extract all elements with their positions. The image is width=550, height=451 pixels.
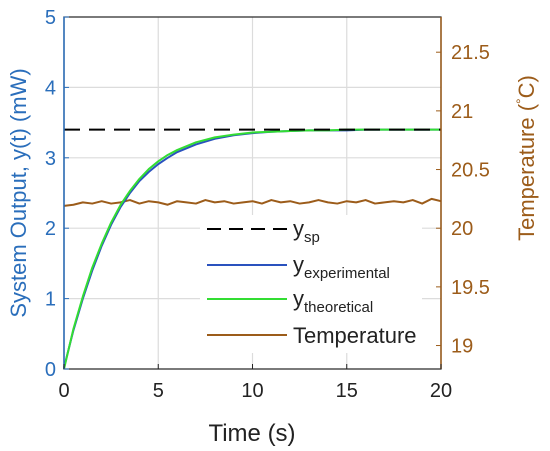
- left-tick-label: 1: [45, 289, 56, 311]
- right-axis-label-unit: C): [514, 75, 539, 98]
- legend-label-experimental: yexperimental: [293, 252, 390, 282]
- left-tick-label: 4: [45, 77, 56, 99]
- x-tick-label: 10: [241, 380, 263, 402]
- right-tick-label: 19.5: [451, 277, 490, 299]
- right-tick-label: 21.5: [451, 42, 490, 64]
- left-tick-label: 2: [45, 218, 56, 240]
- legend: ysp yexperimental ytheoretical Temperatu…: [200, 215, 422, 353]
- right-axis-label-text: Temperature (: [514, 103, 539, 241]
- left-axis-label: System Output, y(t) (mW): [6, 68, 31, 317]
- right-tick-label: 20: [451, 218, 473, 240]
- grid: [64, 17, 441, 369]
- right-tick-label: 19: [451, 336, 473, 358]
- right-tick-label: 21: [451, 101, 473, 123]
- right-axis-label: Temperature (°C): [513, 75, 539, 241]
- series-y-theoretical: [63, 128, 441, 370]
- x-tick-label: 5: [153, 380, 164, 402]
- series-layer: [63, 128, 442, 370]
- left-tick-label: 0: [45, 359, 56, 381]
- left-tick-label: 5: [45, 7, 56, 29]
- ticks: 0 5 10 15 20 0 1 2 3 4 5 19 19.5 20 20.5 21 21.5: [45, 7, 490, 402]
- left-tick-label: 3: [45, 148, 56, 170]
- right-tick-label: 20.5: [451, 160, 490, 182]
- legend-label-temperature: Temperature: [293, 323, 417, 348]
- x-tick-label: 15: [336, 380, 358, 402]
- x-tick-label: 20: [430, 380, 452, 402]
- legend-box: [200, 215, 422, 353]
- legend-label-theoretical: ytheoretical: [293, 286, 373, 316]
- series-temperature: [63, 197, 442, 207]
- legend-label-sp: ysp: [293, 216, 320, 246]
- x-tick-label: 0: [58, 380, 69, 402]
- right-axis-label-degree: °: [513, 98, 529, 104]
- x-axis-label: Time (s): [208, 420, 295, 447]
